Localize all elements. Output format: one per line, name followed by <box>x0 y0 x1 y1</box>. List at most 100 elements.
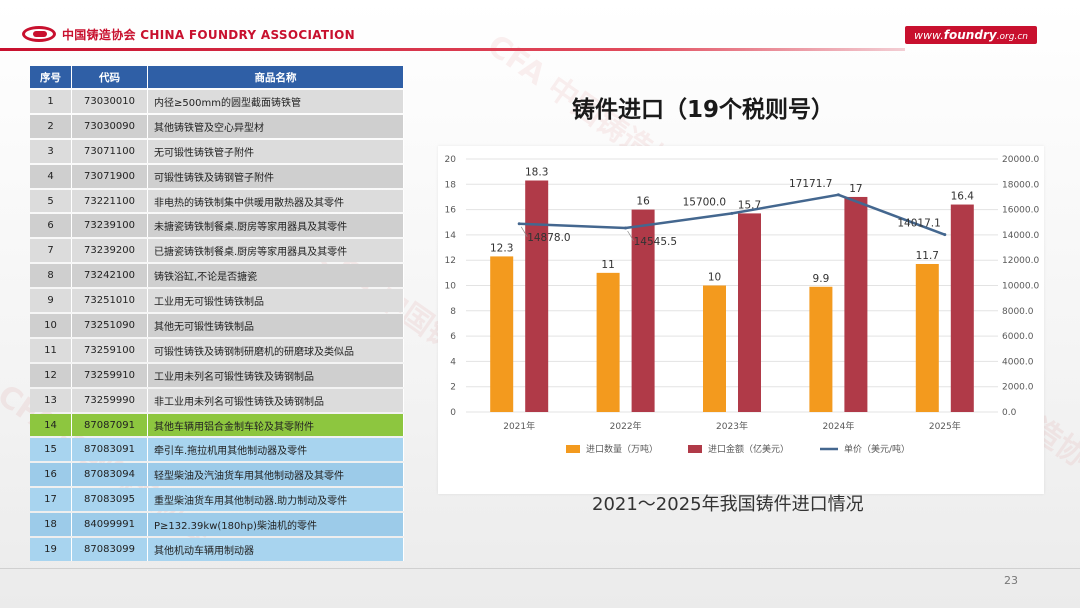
row-index: 18 <box>30 513 72 537</box>
row-code: 73071900 <box>72 164 148 188</box>
row-index: 3 <box>30 139 72 163</box>
line-data-label: 14545.5 <box>634 236 677 248</box>
row-name: 轻型柴油及汽油货车用其他制动器及其零件 <box>148 463 404 487</box>
y-right-tick-label: 6000.0 <box>1002 332 1034 342</box>
row-code: 87083095 <box>72 488 148 512</box>
y-left-tick-label: 0 <box>450 408 456 418</box>
legend-swatch <box>566 445 580 453</box>
row-code: 73259100 <box>72 338 148 362</box>
row-code: 87083091 <box>72 438 148 462</box>
row-name: 铸铁浴缸,不论是否搪瓷 <box>148 264 404 288</box>
y-left-tick-label: 20 <box>445 155 457 165</box>
bar-data-label: 18.3 <box>525 167 548 179</box>
chart-title: 铸件进口（19个税则号） <box>572 97 835 123</box>
table-row: 13 73259990 非工业用未列名可锻性铸铁及铸钢制品 <box>30 388 404 412</box>
table-row: 5 73221100 非电热的铸铁制集中供暖用散热器及其零件 <box>30 189 404 213</box>
line-data-label: 14017.1 <box>897 218 940 230</box>
row-code: 73030010 <box>72 90 148 113</box>
table-row: 18 84099991 P≥132.39kw(180hp)柴油机的零件 <box>30 513 404 537</box>
row-index: 6 <box>30 214 72 238</box>
table-row: 3 73071100 无可锻性铸铁管子附件 <box>30 139 404 163</box>
y-left-tick-label: 6 <box>450 332 456 342</box>
row-code: 73239100 <box>72 214 148 238</box>
row-name: 可锻性铸铁及铸钢管子附件 <box>148 164 404 188</box>
row-name: 内径≥500mm的圆型截面铸铁管 <box>148 90 404 113</box>
y-left-tick-label: 12 <box>445 256 456 266</box>
y-right-tick-label: 4000.0 <box>1002 357 1034 367</box>
column-header-name: 商品名称 <box>148 66 404 88</box>
y-right-tick-label: 8000.0 <box>1002 307 1034 317</box>
row-index: 7 <box>30 239 72 263</box>
website-badge[interactable]: www.foundry.org.cn <box>905 26 1037 44</box>
bar-data-label: 16 <box>636 196 650 208</box>
bar-quantity <box>809 286 833 412</box>
y-right-tick-label: 16000.0 <box>1002 206 1039 216</box>
bar-quantity <box>915 263 939 412</box>
row-name: 非工业用未列名可锻性铸铁及铸钢制品 <box>148 388 404 412</box>
bar-data-label: 9.9 <box>813 273 830 285</box>
y-left-tick-label: 14 <box>445 231 457 241</box>
x-tick-label: 2021年 <box>503 420 535 432</box>
header: 中国铸造协会 CHINA FOUNDRY ASSOCIATION www.fou… <box>0 0 1080 52</box>
row-code: 73251010 <box>72 289 148 313</box>
bar-data-label: 11.7 <box>916 250 939 262</box>
bar-amount <box>631 209 655 412</box>
row-name: 未搪瓷铸铁制餐桌.厨房等家用器具及其零件 <box>148 214 404 238</box>
legend-swatch <box>688 445 702 453</box>
row-name: 工业用未列名可锻性铸铁及铸钢制品 <box>148 363 404 387</box>
row-index: 17 <box>30 488 72 512</box>
tariff-table: 序号 代码 商品名称 1 73030010 内径≥500mm的圆型截面铸铁管 2 730… <box>30 64 404 563</box>
row-name: 工业用无可锻性铸铁制品 <box>148 289 404 313</box>
row-index: 5 <box>30 189 72 213</box>
footer-divider <box>0 568 1080 569</box>
row-code: 73259910 <box>72 363 148 387</box>
bar-amount <box>525 180 549 412</box>
y-left-tick-label: 8 <box>450 307 456 317</box>
row-index: 10 <box>30 314 72 337</box>
row-name: 其他车辆用铝合金制车轮及其零附件 <box>148 413 404 437</box>
row-index: 8 <box>30 264 72 288</box>
row-code: 73239200 <box>72 239 148 263</box>
y-left-tick-label: 10 <box>445 282 457 292</box>
y-left-tick-label: 16 <box>445 206 457 216</box>
line-data-label: 17171.7 <box>789 178 832 190</box>
bar-amount <box>738 213 761 412</box>
row-code: 73221100 <box>72 189 148 213</box>
y-right-tick-label: 0.0 <box>1002 408 1017 418</box>
row-code: 87087091 <box>72 413 148 437</box>
table-row: 4 73071900 可锻性铸铁及铸钢管子附件 <box>30 164 404 188</box>
y-left-tick-label: 2 <box>450 383 456 393</box>
line-point <box>836 193 840 197</box>
table-row: 2 73030090 其他铸铁管及空心异型材 <box>30 114 404 138</box>
y-left-tick-label: 18 <box>445 180 457 190</box>
import-chart: 0 2 4 6 8 10 12 14 16 18 20 0.0 2000.0 4000.0 6000.0 80… <box>445 155 1040 455</box>
row-name: 非电热的铸铁制集中供暖用散热器及其零件 <box>148 189 404 213</box>
org-name: 中国铸造协会 CHINA FOUNDRY ASSOCIATION <box>62 28 355 42</box>
line-data-label: 14878.0 <box>527 232 570 244</box>
table-row: 6 73239100 未搪瓷铸铁制餐桌.厨房等家用器具及其零件 <box>30 214 404 238</box>
table-row: 17 87083095 重型柴油货车用其他制动器.助力制动及零件 <box>30 488 404 512</box>
page-number: 23 <box>1004 574 1018 587</box>
table-row: 12 73259910 工业用未列名可锻性铸铁及铸钢制品 <box>30 363 404 387</box>
row-code: 84099991 <box>72 513 148 537</box>
bar-data-label: 11 <box>601 259 614 271</box>
table-row: 10 73251090 其他无可锻性铸铁制品 <box>30 314 404 337</box>
row-index: 16 <box>30 463 72 487</box>
bar-quantity <box>490 256 514 412</box>
url-main: foundry <box>943 28 997 42</box>
y-right-tick-label: 10000.0 <box>1002 282 1039 292</box>
table-row: 19 87083099 其他机动车辆用制动器 <box>30 538 404 561</box>
row-index: 12 <box>30 363 72 387</box>
bar-quantity <box>703 285 726 412</box>
bar-data-label: 16.4 <box>951 191 975 203</box>
row-name: P≥132.39kw(180hp)柴油机的零件 <box>148 513 404 537</box>
row-index: 4 <box>30 164 72 188</box>
table-row: 14 87087091 其他车辆用铝合金制车轮及其零附件 <box>30 413 404 437</box>
header-divider <box>0 48 905 51</box>
y-left-tick-label: 4 <box>450 357 456 367</box>
table-row: 8 73242100 铸铁浴缸,不论是否搪瓷 <box>30 264 404 288</box>
table-header-row: 序号 代码 商品名称 <box>30 66 404 88</box>
table-row: 15 87083091 牵引车.拖拉机用其他制动器及零件 <box>30 438 404 462</box>
row-code: 73259990 <box>72 388 148 412</box>
legend-label: 单价（美元/吨） <box>844 443 910 455</box>
